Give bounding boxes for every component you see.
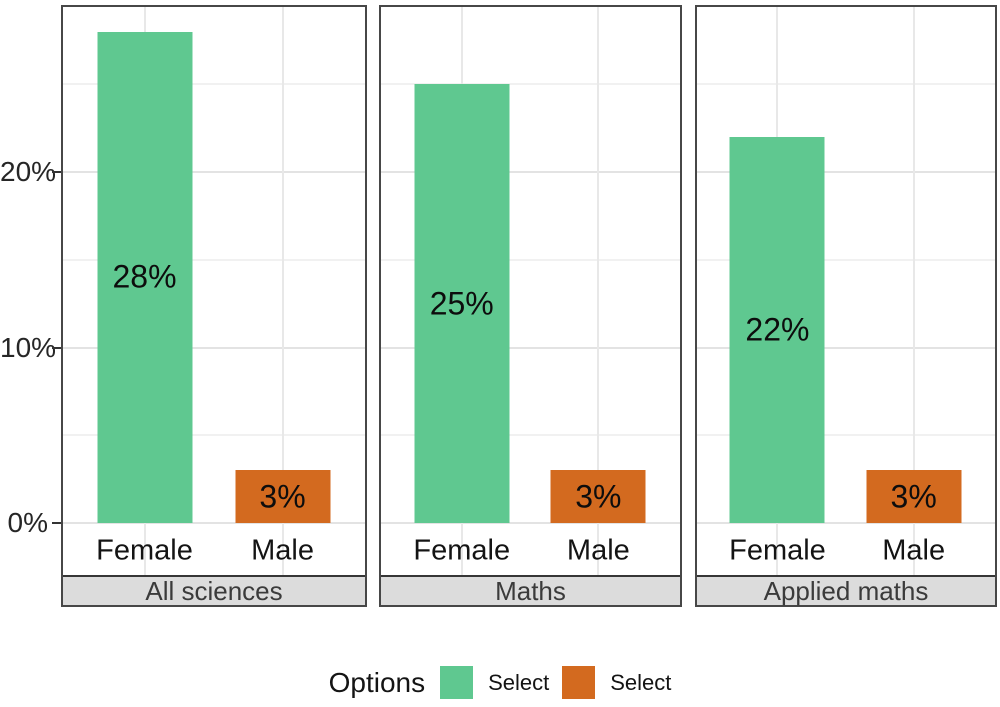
major-gridline	[63, 522, 365, 524]
category-axis-label: Female	[96, 534, 193, 567]
y-axis-tick-mark	[52, 346, 61, 349]
minor-gridline	[697, 258, 995, 261]
female-bar	[414, 84, 510, 523]
facet-strip-label: Maths	[381, 575, 680, 606]
category-gridline	[912, 7, 915, 575]
female-bar	[97, 31, 193, 523]
y-axis-tick-label: 10%	[0, 331, 57, 363]
category-gridline	[597, 7, 600, 575]
facet-panel: 25% Female 3% Male Maths	[379, 5, 682, 607]
minor-gridline	[63, 258, 365, 261]
major-gridline	[63, 346, 365, 349]
chart-legend: Options Select Select	[0, 666, 1000, 699]
legend-swatch-male	[562, 666, 596, 699]
legend-item-male: Select	[562, 666, 671, 699]
legend-item-female: Select	[440, 666, 549, 699]
male-bar	[550, 470, 646, 523]
major-gridline	[63, 171, 365, 173]
legend-label: Select	[488, 669, 550, 695]
category-axis-label: Female	[413, 534, 511, 567]
major-gridline	[697, 346, 995, 349]
minor-gridline	[381, 258, 680, 261]
bar-value-label: 22%	[745, 311, 810, 348]
legend-swatch-female	[440, 666, 474, 699]
female-bar	[729, 136, 825, 523]
minor-gridline	[697, 434, 995, 437]
male-bar	[866, 470, 962, 523]
category-axis-label: Male	[566, 534, 630, 567]
category-axis-label: Male	[882, 534, 946, 567]
minor-gridline	[63, 83, 365, 86]
minor-gridline	[697, 83, 995, 86]
bar-value-label: 3%	[890, 478, 937, 515]
plot-region: 22% Female 3% Male	[697, 7, 995, 575]
y-axis-tick-label: 20%	[0, 156, 57, 187]
minor-gridline	[381, 434, 680, 437]
y-axis-tick-label: 0%	[7, 507, 48, 538]
category-gridline	[281, 7, 284, 575]
facet-panel: 28% Female 3% Male All sciences	[61, 5, 367, 607]
minor-gridline	[63, 434, 365, 437]
bar-value-label: 3%	[259, 478, 306, 515]
male-bar	[235, 470, 331, 523]
major-gridline	[381, 171, 680, 173]
facet-strip-label: Applied maths	[697, 575, 995, 606]
bar-value-label: 28%	[112, 258, 177, 295]
category-axis-label: Male	[251, 534, 314, 567]
major-gridline	[381, 346, 680, 349]
bar-value-label: 3%	[575, 478, 622, 515]
category-axis-label: Female	[729, 534, 826, 567]
legend-title: Options	[328, 666, 426, 698]
facet-panel: 22% Female 3% Male Applied maths	[695, 5, 997, 607]
major-gridline	[697, 522, 995, 524]
y-axis-tick-mark	[52, 522, 61, 524]
bar-value-label: 25%	[429, 285, 494, 322]
major-gridline	[697, 171, 995, 173]
minor-gridline	[381, 83, 680, 86]
plot-region: 28% Female 3% Male	[63, 7, 365, 575]
y-axis-tick-mark	[52, 171, 61, 173]
major-gridline	[381, 522, 680, 524]
facet-strip-label: All sciences	[63, 575, 365, 606]
plot-region: 25% Female 3% Male	[381, 7, 680, 575]
legend-label: Select	[610, 669, 672, 695]
